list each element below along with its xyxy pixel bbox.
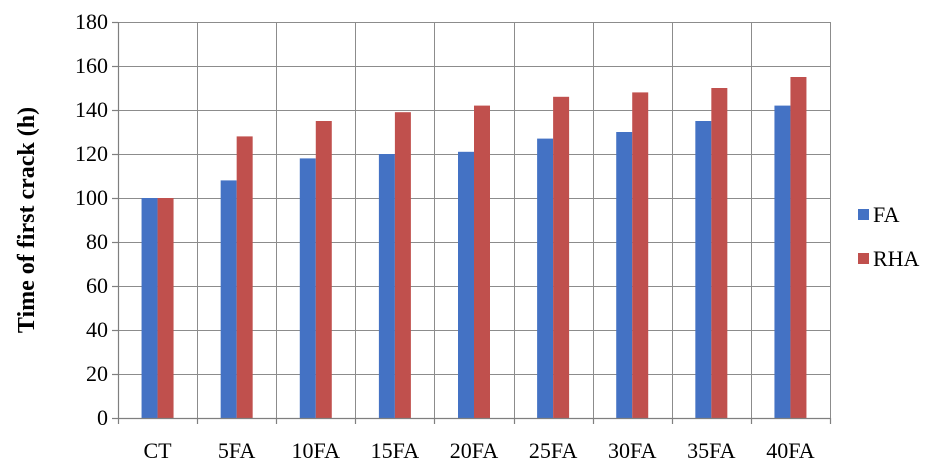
bar-fa-ct — [141, 198, 158, 418]
x-tick-label: 20FA — [450, 438, 499, 463]
bar-rha-30fa — [632, 92, 649, 419]
legend-swatch-fa — [858, 209, 869, 220]
bar-rha-20fa — [474, 105, 490, 418]
axes — [112, 21, 832, 424]
y-tick-label: 160 — [75, 53, 108, 78]
bar-fa-5fa — [220, 180, 237, 418]
y-tick-label: 100 — [75, 185, 108, 210]
legend-label-rha: RHA — [873, 246, 920, 271]
x-tick-label: 35FA — [687, 438, 736, 463]
bar-rha-35fa — [711, 88, 728, 418]
bar-fa-20fa — [458, 151, 474, 419]
bar-rha-5fa — [236, 136, 253, 418]
bar-fa-40fa — [774, 105, 791, 418]
bar-rha-15fa — [394, 112, 411, 418]
x-tick-label: 15FA — [371, 438, 420, 463]
y-tick-labels: 0 20 40 60 80 100 120 140 160 180 — [75, 9, 108, 430]
y-tick-label: 120 — [75, 141, 108, 166]
y-tick-label: 60 — [86, 273, 108, 298]
x-tick-label: CT — [143, 438, 172, 463]
x-tick-label: 5FA — [218, 438, 256, 463]
x-tick-label: 25FA — [529, 438, 578, 463]
bar-fa-25fa — [537, 138, 554, 418]
y-tick-label: 140 — [75, 97, 108, 122]
x-tick-label: 40FA — [766, 438, 815, 463]
bar-fa-30fa — [616, 132, 633, 418]
bar-rha-ct — [157, 198, 174, 418]
legend: FA RHA — [858, 202, 920, 271]
x-tick-label: 10FA — [292, 438, 341, 463]
bar-rha-10fa — [315, 121, 332, 418]
bar-rha-40fa — [790, 77, 807, 418]
y-tick-label: 0 — [97, 405, 108, 430]
bar-rha-25fa — [553, 96, 570, 419]
y-tick-label: 80 — [86, 229, 108, 254]
y-axis-title: Time of first crack (h) — [14, 107, 40, 333]
x-tick-labels: CT 5FA 10FA 15FA 20FA 25FA 30FA 35FA 40FA — [143, 438, 814, 463]
bar-fa-10fa — [299, 158, 316, 418]
y-tick-label: 20 — [86, 361, 108, 386]
y-tick-label: 40 — [86, 317, 108, 342]
bar-fa-35fa — [695, 121, 712, 418]
bars — [141, 77, 807, 419]
x-tick-label: 30FA — [608, 438, 657, 463]
bar-fa-15fa — [378, 154, 395, 418]
legend-swatch-rha — [858, 253, 869, 264]
y-tick-label: 180 — [75, 9, 108, 34]
legend-label-fa: FA — [873, 202, 900, 227]
